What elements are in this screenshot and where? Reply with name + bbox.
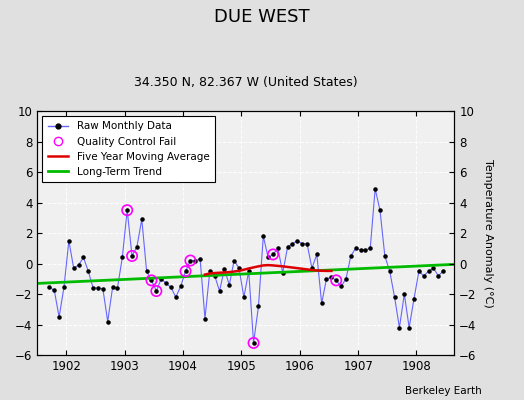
Point: [395, 324, 403, 331]
Point: [424, 268, 433, 274]
Point: [434, 272, 443, 279]
Point: [133, 244, 141, 250]
Text: Berkeley Earth: Berkeley Earth: [406, 386, 482, 396]
Point: [45, 284, 53, 290]
Point: [400, 291, 409, 297]
Point: [259, 233, 267, 239]
Point: [318, 300, 326, 306]
Point: [138, 216, 146, 222]
Point: [337, 283, 345, 290]
Point: [167, 284, 175, 290]
Point: [298, 240, 307, 247]
Point: [245, 268, 253, 274]
Point: [70, 265, 78, 271]
Text: DUE WEST: DUE WEST: [214, 8, 310, 26]
Point: [84, 268, 92, 274]
Point: [405, 324, 413, 331]
Point: [94, 285, 102, 291]
Point: [342, 276, 350, 282]
Point: [104, 318, 112, 325]
Point: [89, 285, 97, 291]
Point: [376, 207, 384, 213]
Point: [157, 276, 166, 282]
Point: [55, 314, 63, 320]
Point: [303, 240, 311, 247]
Point: [279, 270, 287, 276]
Point: [74, 262, 83, 268]
Legend: Raw Monthly Data, Quality Control Fail, Five Year Moving Average, Long-Term Tren: Raw Monthly Data, Quality Control Fail, …: [42, 116, 215, 182]
Point: [171, 294, 180, 300]
Point: [366, 245, 375, 252]
Point: [386, 268, 394, 274]
Point: [264, 254, 272, 261]
Point: [152, 288, 160, 294]
Point: [327, 274, 335, 280]
Point: [274, 245, 282, 252]
Point: [439, 268, 447, 274]
Point: [230, 257, 238, 264]
Point: [186, 257, 194, 264]
Point: [414, 268, 423, 274]
Y-axis label: Temperature Anomaly (°C): Temperature Anomaly (°C): [483, 159, 493, 308]
Point: [269, 251, 277, 258]
Point: [390, 294, 399, 300]
Point: [269, 251, 277, 258]
Point: [249, 340, 258, 346]
Point: [50, 287, 59, 294]
Point: [147, 277, 156, 284]
Point: [128, 253, 136, 259]
Point: [332, 277, 341, 284]
Point: [347, 253, 355, 259]
Point: [128, 253, 136, 259]
Point: [162, 280, 170, 287]
Point: [147, 277, 156, 284]
Point: [239, 294, 248, 300]
Point: [352, 245, 360, 252]
Point: [181, 268, 190, 274]
Point: [254, 303, 263, 310]
Point: [191, 257, 200, 264]
Point: [420, 272, 428, 279]
Point: [220, 266, 228, 272]
Point: [186, 257, 194, 264]
Point: [356, 247, 365, 253]
Point: [205, 268, 214, 274]
Point: [313, 251, 321, 258]
Point: [308, 265, 316, 271]
Point: [113, 285, 122, 291]
Point: [123, 207, 132, 213]
Point: [380, 253, 389, 259]
Point: [64, 238, 73, 244]
Point: [152, 288, 160, 294]
Point: [332, 277, 341, 284]
Point: [410, 296, 418, 302]
Point: [143, 268, 151, 274]
Point: [99, 286, 107, 292]
Point: [322, 276, 331, 282]
Point: [361, 247, 369, 253]
Point: [215, 288, 224, 294]
Point: [293, 238, 301, 244]
Point: [429, 265, 438, 271]
Point: [288, 240, 297, 247]
Point: [201, 315, 209, 322]
Point: [283, 244, 292, 250]
Point: [225, 282, 234, 288]
Point: [123, 207, 132, 213]
Point: [79, 254, 88, 261]
Point: [371, 186, 379, 192]
Point: [177, 283, 185, 290]
Point: [249, 340, 258, 346]
Point: [118, 254, 126, 261]
Point: [60, 284, 68, 290]
Point: [181, 268, 190, 274]
Point: [235, 265, 243, 271]
Point: [211, 272, 219, 279]
Point: [196, 256, 204, 262]
Title: 34.350 N, 82.367 W (United States): 34.350 N, 82.367 W (United States): [134, 76, 357, 89]
Point: [108, 284, 117, 290]
